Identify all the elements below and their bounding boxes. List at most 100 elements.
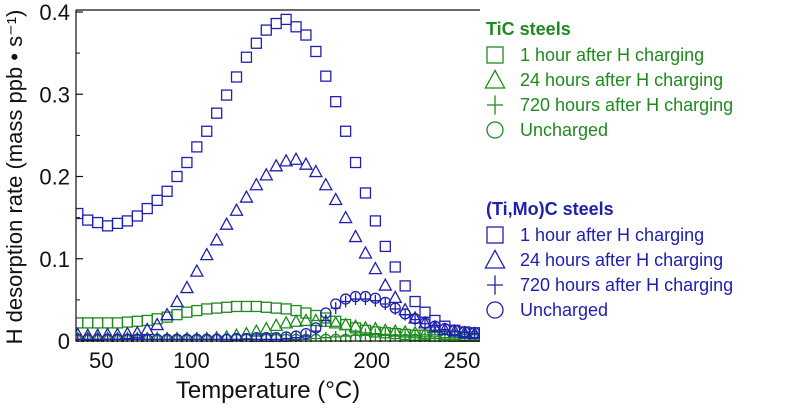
axis-lines [75,9,480,342]
square-marker [76,317,84,329]
triangle-marker [81,331,94,342]
series-square [76,13,480,339]
triangle-marker [338,210,353,224]
plus-marker [300,330,311,342]
plus-marker [380,297,391,310]
plus-marker [122,333,133,342]
square-marker [250,300,263,313]
square-marker [211,302,223,314]
square-marker [161,185,173,197]
square-marker [82,317,94,329]
plus-marker [191,333,202,342]
triangle-marker [259,167,274,181]
legend-group-title: (Ti,Mo)C steels [486,199,614,219]
square-marker [389,261,401,273]
plus-marker [181,333,192,342]
square-marker [290,21,302,33]
square-marker [151,194,163,207]
plus-marker [221,333,232,342]
square-marker [111,217,124,230]
triangle-marker [298,313,314,327]
triangle-marker [288,151,304,165]
triangle-marker [199,247,214,261]
plus-marker [102,333,113,342]
square-marker [161,311,173,323]
plus-marker [92,333,103,342]
x-tick-label: 250 [444,348,481,373]
triangle-marker [239,189,254,203]
legend-item-label: Uncharged [520,300,608,320]
square-marker [260,301,272,313]
square-marker [330,96,342,108]
circle-marker [320,307,332,319]
plus-marker [487,95,503,115]
triangle-marker [259,321,274,335]
plot-area [76,13,480,342]
triangle-marker [279,153,294,167]
circle-marker [330,298,342,310]
triangle-marker [159,307,175,321]
legend-group-title: TiC steels [486,19,571,39]
triangle-marker [111,331,124,342]
plus-marker [152,333,163,342]
plus-marker [201,333,212,342]
triangle-marker [169,294,185,308]
plus-marker [320,331,331,342]
circle-marker [468,327,480,339]
square-marker [260,24,272,36]
square-marker [250,37,263,49]
plus-marker [112,333,123,342]
square-marker [240,300,253,313]
square-marker [141,202,153,215]
plus-marker [487,275,503,295]
square-marker [91,216,104,229]
legend: TiC steels 1 hour after H charging 24 hour… [484,19,733,320]
square-marker [171,170,183,183]
triangle-marker [150,317,165,331]
square-marker [230,300,243,313]
square-marker [300,29,312,41]
legend-item-label: 720 hours after H charging [520,275,733,295]
plus-marker [271,333,282,342]
plus-marker [231,333,242,342]
triangle-marker [378,277,393,291]
triangle-marker [484,249,506,269]
triangle-marker [219,216,234,230]
triangle-marker [209,232,224,246]
square-marker [211,107,223,119]
plus-marker [241,333,252,342]
plus-marker [132,333,143,342]
triangle-marker [279,315,294,329]
square-marker [300,307,312,319]
plus-marker [340,295,351,308]
square-marker [220,89,233,101]
triangle-marker [288,313,304,327]
square-marker [230,71,243,83]
triangle-marker [388,290,403,304]
triangle-marker [229,202,244,216]
plus-marker [370,294,381,307]
triangle-marker [171,331,183,342]
square-marker [310,45,322,58]
triangle-marker [269,318,284,332]
square-marker [121,215,134,227]
plus-marker [142,333,153,342]
plus-marker [320,314,331,327]
triangle-marker [328,315,343,329]
triangle-marker [269,158,284,172]
x-tick-label: 50 [89,348,113,373]
square-marker [369,215,382,227]
square-marker [270,302,282,314]
triangle-marker [190,331,203,342]
square-marker [399,280,411,292]
triangle-marker [308,164,323,178]
circle-marker [399,308,411,320]
circle-marker [419,317,431,329]
y-tick-label: 0.3 [39,82,70,107]
square-marker [201,125,213,137]
plus-marker [76,333,83,342]
data-marks [76,13,480,342]
square-marker [101,220,114,232]
circle-marker [409,313,421,325]
plus-marker [82,333,93,342]
